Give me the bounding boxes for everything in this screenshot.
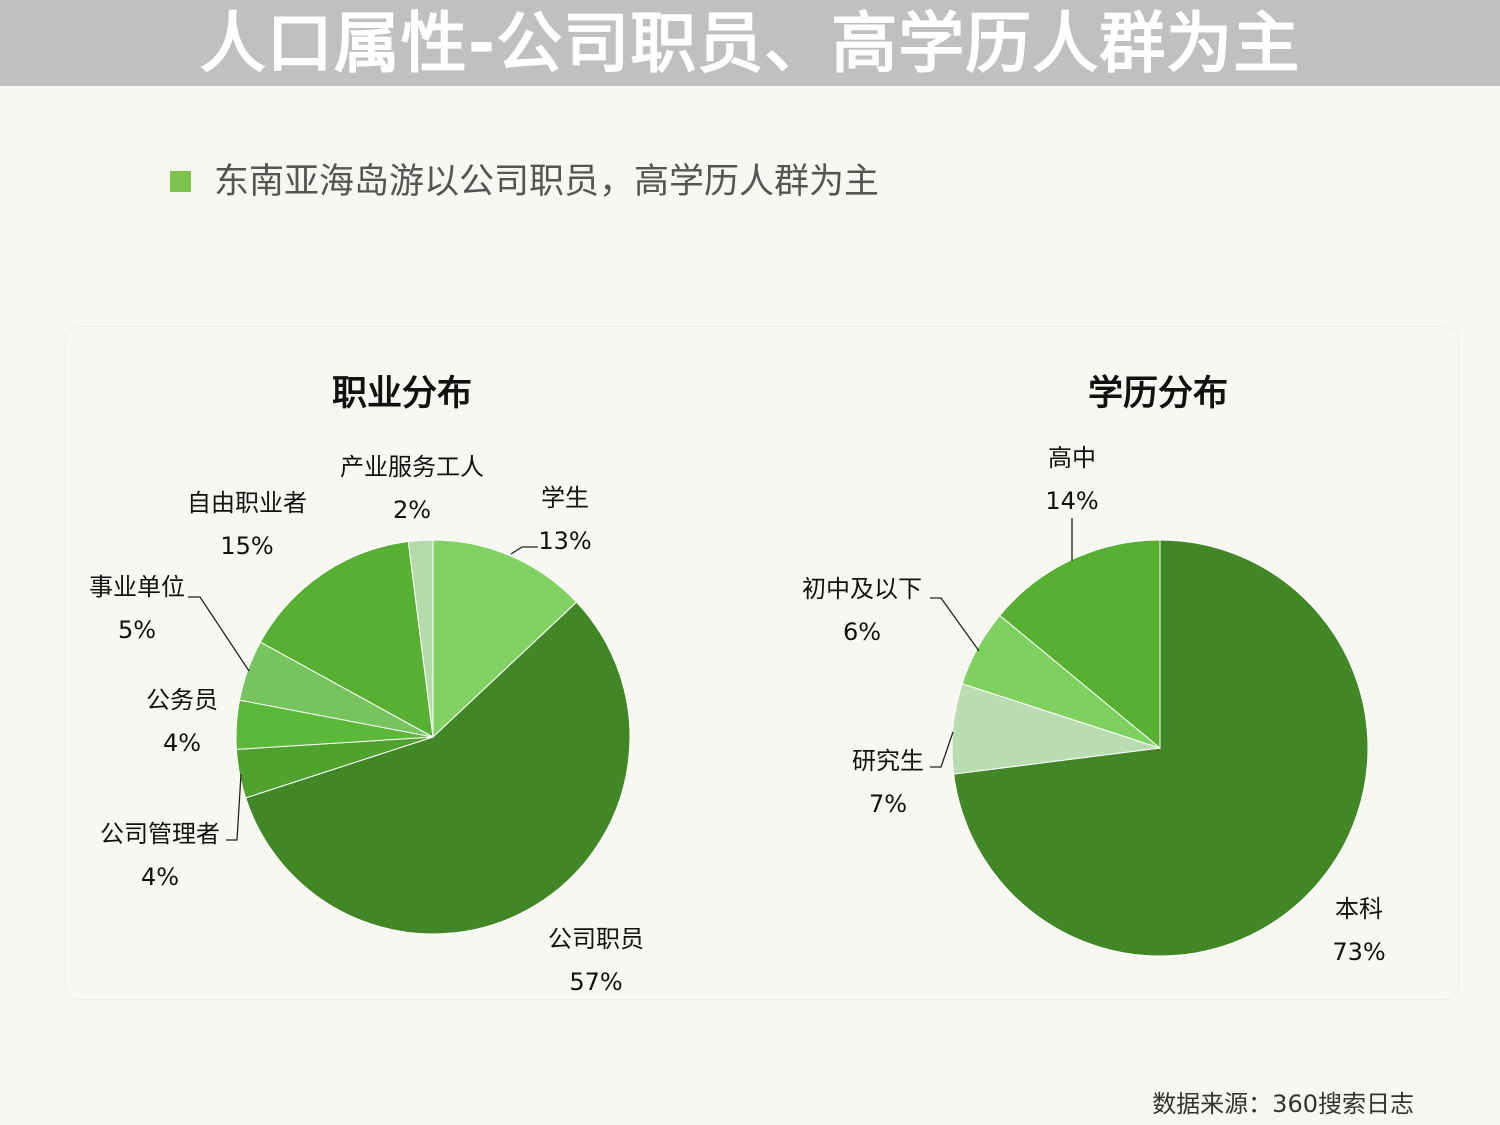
- slice-label: 公务员: [146, 686, 218, 714]
- slice-percent-label: 2%: [393, 496, 431, 524]
- pie-occupation: [235, 539, 631, 935]
- pie-slice: [953, 539, 1369, 957]
- slice-percent-label: 57%: [569, 968, 622, 996]
- bullet-square-icon: [170, 171, 191, 192]
- slice-label: 学生: [541, 484, 589, 512]
- chart-title-education: 学历分布: [1088, 373, 1228, 414]
- title-bar: 人口属性-公司职员、高学历人群为主: [0, 0, 1500, 86]
- pie-slice: [245, 601, 631, 935]
- slice-label: 产业服务工人: [340, 453, 484, 481]
- slice-label: 公司管理者: [100, 820, 220, 848]
- page-title: 人口属性-公司职员、高学历人群为主: [199, 5, 1301, 82]
- slice-percent-label: 6%: [843, 618, 881, 646]
- pie-slice: [432, 539, 578, 739]
- slice-percent-label: 14%: [1045, 487, 1098, 515]
- slice-label: 初中及以下: [802, 575, 922, 603]
- slice-label: 公司职员: [548, 925, 644, 953]
- slice-percent-label: 4%: [163, 729, 201, 757]
- leader-line: [930, 731, 954, 768]
- slice-label: 高中: [1048, 444, 1096, 472]
- labels-education: 本科 73% 研究生 7% 初中及以下 6% 高中 14%: [802, 444, 1386, 966]
- subtitle: 东南亚海岛游以公司职员，高学历人群为主: [214, 162, 880, 202]
- slice-label: 自由职业者: [187, 489, 307, 517]
- slice-label: 本科: [1335, 895, 1383, 923]
- slice-label: 研究生: [852, 747, 924, 775]
- pie-education: [951, 539, 1369, 957]
- leader-line: [510, 546, 538, 555]
- chart-title-occupation: 职业分布: [332, 374, 472, 414]
- pie-slice: [407, 539, 434, 738]
- slice-label: 事业单位: [89, 573, 185, 601]
- leader-line: [226, 773, 242, 841]
- slice-percent-label: 15%: [220, 532, 273, 560]
- leader-line: [188, 596, 250, 672]
- slice-percent-label: 73%: [1332, 938, 1385, 966]
- slice-percent-label: 7%: [869, 790, 907, 818]
- labels-occupation: 学生 13% 公司职员 57% 公司管理者 4% 公务员 4% 事业单位 5% 自由职业者 15% 产业…: [89, 453, 644, 996]
- data-source: 数据来源：360搜索日志: [1152, 1090, 1414, 1118]
- slice-percent-label: 5%: [118, 616, 156, 644]
- leader-line: [930, 597, 980, 652]
- pie-slice: [259, 540, 434, 738]
- slice-percent-label: 13%: [538, 527, 591, 555]
- slice-percent-label: 4%: [141, 863, 179, 891]
